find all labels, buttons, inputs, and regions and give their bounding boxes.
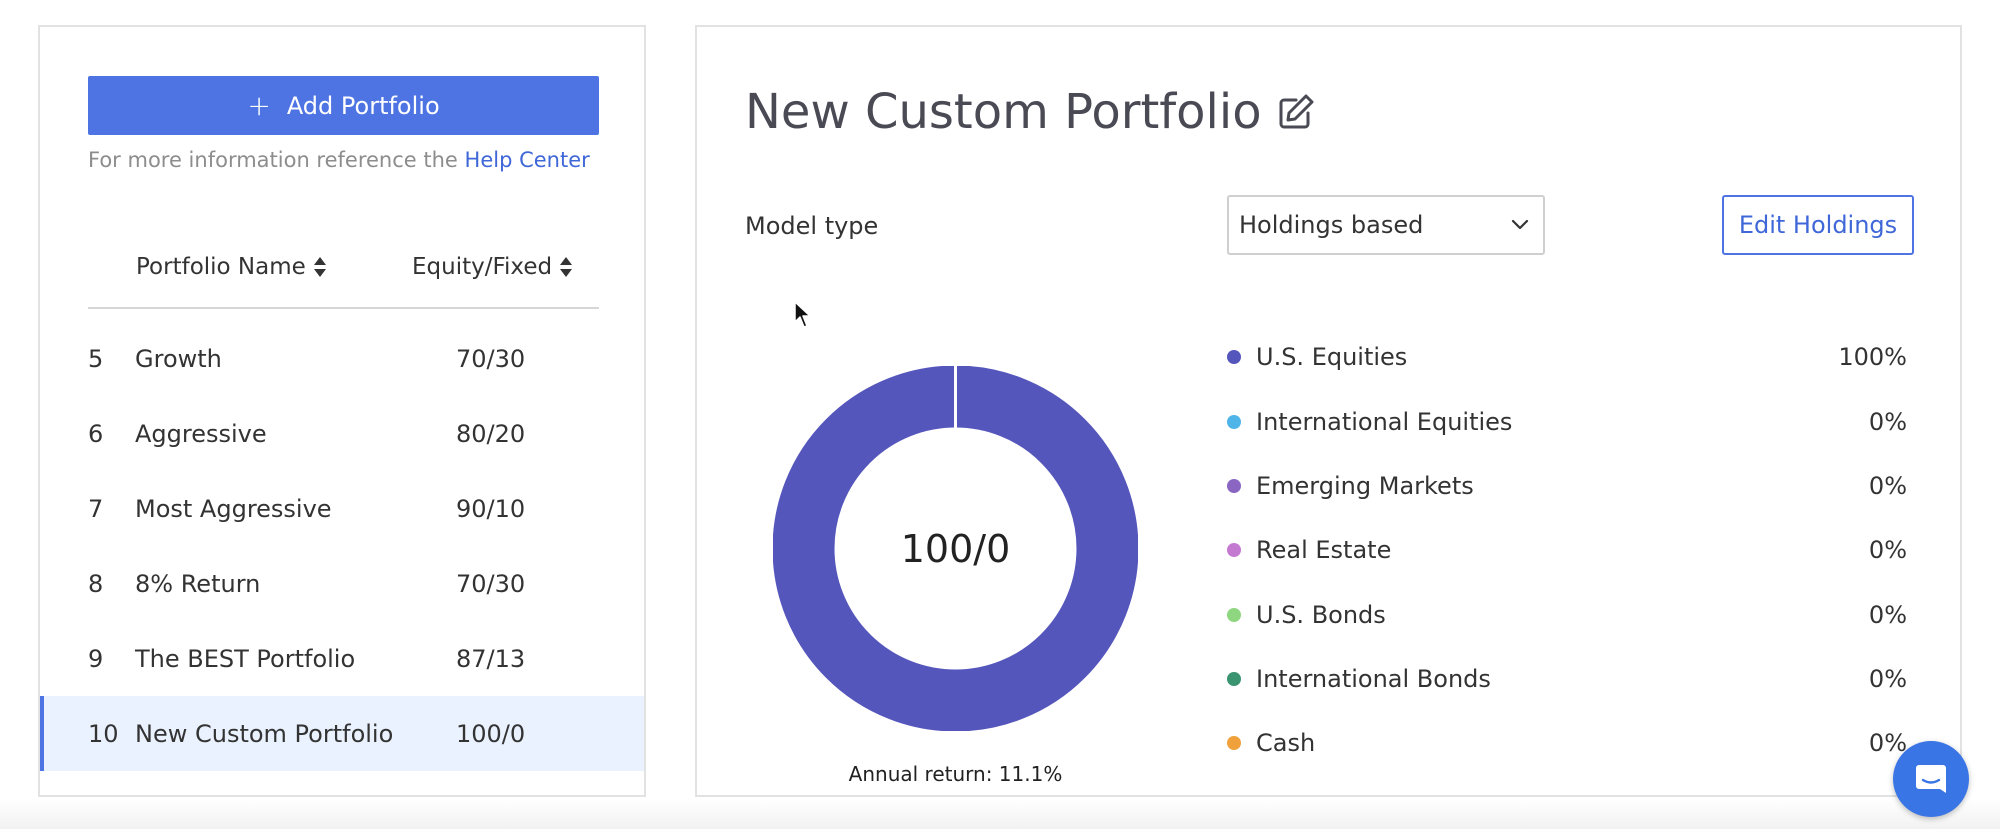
legend-asset-name: U.S. Bonds <box>1256 601 1386 629</box>
legend-asset-value: 0% <box>1868 665 1907 693</box>
row-equity-fixed: 90/10 <box>456 494 526 523</box>
row-portfolio-name: Most Aggressive <box>135 494 332 523</box>
help-text: For more information reference the Help … <box>88 148 590 172</box>
annual-return: Annual return: 11.1% <box>848 762 1063 786</box>
row-equity-fixed: 80/20 <box>456 419 526 448</box>
help-center-link[interactable]: Help Center <box>464 148 590 172</box>
legend-dot-icon <box>1227 415 1241 429</box>
row-equity-fixed: 70/30 <box>456 569 526 598</box>
legend-asset-name: U.S. Equities <box>1256 343 1408 371</box>
page-title: New Custom Portfolio <box>745 84 1316 140</box>
legend-asset-value: 0% <box>1868 729 1907 757</box>
column-header-portfolio-name[interactable]: Portfolio Name <box>136 254 327 280</box>
add-portfolio-button[interactable]: + Add Portfolio <box>88 76 599 135</box>
donut-segment <box>773 366 1138 731</box>
help-text-label: For more information reference the <box>88 148 458 172</box>
legend-dot-icon <box>1227 479 1241 493</box>
pencil-edit-icon[interactable] <box>1276 92 1316 132</box>
row-number: 10 <box>88 719 119 748</box>
mouse-cursor-icon <box>794 301 811 328</box>
column-header-label: Portfolio Name <box>136 254 306 280</box>
column-header-label: Equity/Fixed <box>412 254 553 280</box>
legend-item: Cash 0% <box>1227 723 1907 763</box>
legend-asset-value: 0% <box>1868 536 1907 564</box>
model-type-value: Holdings based <box>1239 211 1424 239</box>
legend-asset-name: International Equities <box>1256 408 1513 436</box>
legend-asset-value: 0% <box>1868 408 1907 436</box>
legend-dot-icon <box>1227 350 1241 364</box>
legend-asset-name: International Bonds <box>1256 665 1491 693</box>
row-number: 9 <box>88 644 104 673</box>
legend-asset-value: 0% <box>1868 601 1907 629</box>
model-type-select[interactable]: Holdings based <box>1227 195 1545 255</box>
legend-item: U.S. Bonds 0% <box>1227 595 1907 635</box>
table-row[interactable]: 7 Most Aggressive 90/10 <box>40 471 644 546</box>
row-portfolio-name: 8% Return <box>135 569 261 598</box>
donut-segments <box>773 366 1138 731</box>
table-header: Portfolio Name Equity/Fixed <box>88 227 599 309</box>
legend-asset-value: 100% <box>1838 343 1907 371</box>
legend-item: Real Estate 0% <box>1227 530 1907 570</box>
portfolio-title: New Custom Portfolio <box>745 84 1262 140</box>
legend-item: Emerging Markets 0% <box>1227 466 1907 506</box>
legend-item: International Equities 0% <box>1227 402 1907 442</box>
legend-dot-icon <box>1227 736 1241 750</box>
column-header-equity-fixed[interactable]: Equity/Fixed <box>412 254 573 280</box>
row-number: 8 <box>88 569 104 598</box>
row-number: 6 <box>88 419 104 448</box>
portfolio-detail-panel: New Custom Portfolio Model type Holdings… <box>695 25 1962 797</box>
table-row[interactable]: 9 The BEST Portfolio 87/13 <box>40 621 644 696</box>
sort-icon <box>560 257 573 277</box>
table-row[interactable]: 8 8% Return 70/30 <box>40 546 644 621</box>
table-row-selected[interactable]: 10 New Custom Portfolio 100/0 <box>40 696 644 771</box>
chat-icon <box>1916 765 1946 793</box>
row-portfolio-name: Aggressive <box>135 419 267 448</box>
row-portfolio-name: Growth <box>135 344 222 373</box>
row-portfolio-name: New Custom Portfolio <box>135 719 394 748</box>
chat-support-button[interactable] <box>1893 741 1969 817</box>
legend-dot-icon <box>1227 672 1241 686</box>
legend-asset-value: 0% <box>1868 472 1907 500</box>
edit-holdings-button[interactable]: Edit Holdings <box>1722 195 1914 255</box>
model-type-label: Model type <box>745 212 879 240</box>
row-equity-fixed: 70/30 <box>456 344 526 373</box>
row-equity-fixed: 100/0 <box>456 719 526 748</box>
portfolio-list-panel: + Add Portfolio For more information ref… <box>38 25 646 797</box>
legend-item: International Bonds 0% <box>1227 659 1907 699</box>
row-portfolio-name: The BEST Portfolio <box>135 644 356 673</box>
table-row[interactable]: 6 Aggressive 80/20 <box>40 396 644 471</box>
legend-asset-name: Emerging Markets <box>1256 472 1474 500</box>
chevron-down-icon <box>1511 219 1529 230</box>
table-row[interactable]: 5 Growth 70/30 <box>40 321 644 396</box>
row-equity-fixed: 87/13 <box>456 644 526 673</box>
legend-item: U.S. Equities 100% <box>1227 337 1907 377</box>
sort-icon <box>313 257 326 277</box>
row-number: 7 <box>88 494 104 523</box>
legend-asset-name: Real Estate <box>1256 536 1392 564</box>
legend-dot-icon <box>1227 543 1241 557</box>
allocation-donut-chart <box>773 366 1138 731</box>
page-bottom-shadow <box>0 799 2000 829</box>
add-portfolio-label: Add Portfolio <box>286 91 440 120</box>
legend-asset-name: Cash <box>1256 729 1316 757</box>
legend-dot-icon <box>1227 608 1241 622</box>
plus-icon: + <box>247 88 271 122</box>
row-number: 5 <box>88 344 104 373</box>
